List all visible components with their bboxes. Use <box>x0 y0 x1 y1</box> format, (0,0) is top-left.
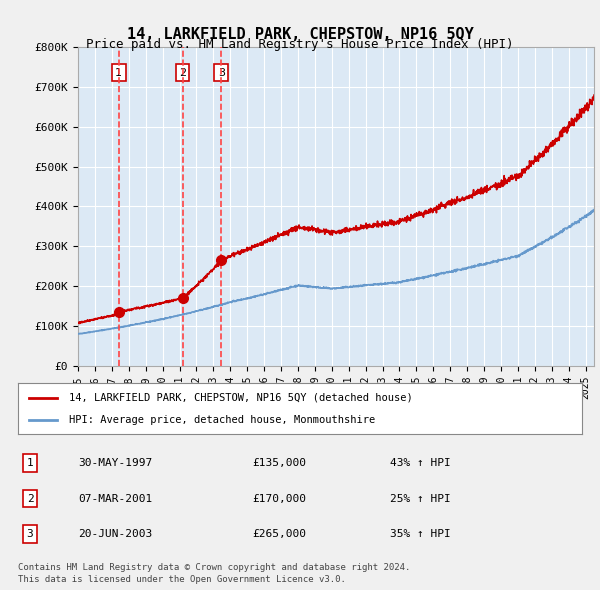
Text: 14, LARKFIELD PARK, CHEPSTOW, NP16 5QY (detached house): 14, LARKFIELD PARK, CHEPSTOW, NP16 5QY (… <box>69 392 413 402</box>
Text: 2: 2 <box>179 68 186 78</box>
Text: £265,000: £265,000 <box>252 529 306 539</box>
Text: Contains HM Land Registry data © Crown copyright and database right 2024.: Contains HM Land Registry data © Crown c… <box>18 563 410 572</box>
Text: 14, LARKFIELD PARK, CHEPSTOW, NP16 5QY: 14, LARKFIELD PARK, CHEPSTOW, NP16 5QY <box>127 27 473 41</box>
Text: 07-MAR-2001: 07-MAR-2001 <box>78 494 152 503</box>
Text: 20-JUN-2003: 20-JUN-2003 <box>78 529 152 539</box>
Text: This data is licensed under the Open Government Licence v3.0.: This data is licensed under the Open Gov… <box>18 575 346 584</box>
Text: 3: 3 <box>218 68 225 78</box>
Text: 2: 2 <box>26 494 34 503</box>
Text: 1: 1 <box>26 458 34 468</box>
Text: 30-MAY-1997: 30-MAY-1997 <box>78 458 152 468</box>
Text: 25% ↑ HPI: 25% ↑ HPI <box>390 494 451 503</box>
Text: Price paid vs. HM Land Registry's House Price Index (HPI): Price paid vs. HM Land Registry's House … <box>86 38 514 51</box>
Text: HPI: Average price, detached house, Monmouthshire: HPI: Average price, detached house, Monm… <box>69 415 375 425</box>
Text: 43% ↑ HPI: 43% ↑ HPI <box>390 458 451 468</box>
Text: £135,000: £135,000 <box>252 458 306 468</box>
Text: 1: 1 <box>115 68 122 78</box>
Text: £170,000: £170,000 <box>252 494 306 503</box>
Text: 35% ↑ HPI: 35% ↑ HPI <box>390 529 451 539</box>
Text: 3: 3 <box>26 529 34 539</box>
